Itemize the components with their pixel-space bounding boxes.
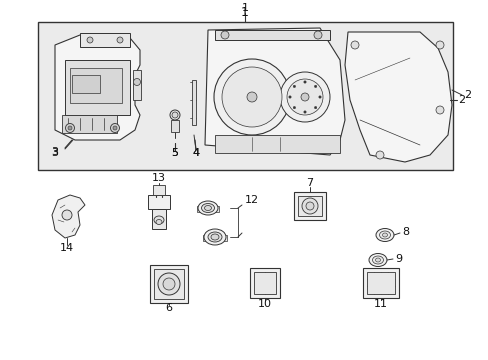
Circle shape xyxy=(314,85,316,87)
Circle shape xyxy=(221,31,228,39)
Bar xyxy=(62,115,117,133)
Bar xyxy=(366,272,394,294)
Text: 1: 1 xyxy=(241,3,248,13)
Bar xyxy=(297,196,321,216)
Ellipse shape xyxy=(201,203,214,212)
Text: 8: 8 xyxy=(402,227,409,237)
Circle shape xyxy=(246,92,257,102)
Circle shape xyxy=(318,96,321,98)
Text: 3: 3 xyxy=(51,147,59,157)
Ellipse shape xyxy=(375,229,393,242)
Circle shape xyxy=(303,111,305,113)
Text: 10: 10 xyxy=(258,299,271,309)
Text: 14: 14 xyxy=(60,243,74,253)
Text: 6: 6 xyxy=(165,303,172,313)
Circle shape xyxy=(65,123,74,132)
Ellipse shape xyxy=(375,258,380,262)
Bar xyxy=(249,268,280,298)
Text: 4: 4 xyxy=(192,148,199,158)
Ellipse shape xyxy=(210,234,219,240)
Text: 2: 2 xyxy=(458,95,465,105)
Bar xyxy=(152,209,165,229)
Circle shape xyxy=(302,198,317,214)
Circle shape xyxy=(293,85,295,87)
Bar xyxy=(80,33,130,47)
Ellipse shape xyxy=(203,229,225,245)
Polygon shape xyxy=(345,32,451,162)
Circle shape xyxy=(62,210,72,220)
Circle shape xyxy=(314,107,316,109)
Bar xyxy=(171,120,179,132)
Bar xyxy=(70,68,122,103)
Circle shape xyxy=(110,123,119,132)
Circle shape xyxy=(303,81,305,83)
Circle shape xyxy=(305,202,313,210)
Circle shape xyxy=(68,126,72,130)
Bar xyxy=(203,235,226,241)
Ellipse shape xyxy=(379,231,390,239)
Circle shape xyxy=(288,96,291,98)
Text: 9: 9 xyxy=(395,254,402,264)
Circle shape xyxy=(170,110,180,120)
Ellipse shape xyxy=(156,220,162,225)
Text: 5: 5 xyxy=(171,148,178,158)
Polygon shape xyxy=(52,195,85,238)
Text: 11: 11 xyxy=(373,299,387,309)
Bar xyxy=(38,22,452,170)
Circle shape xyxy=(158,273,180,295)
Bar xyxy=(362,268,398,298)
Ellipse shape xyxy=(382,233,386,237)
Circle shape xyxy=(280,72,329,122)
Bar xyxy=(133,70,141,100)
Bar xyxy=(148,195,170,209)
Ellipse shape xyxy=(372,256,383,264)
Bar xyxy=(197,206,219,212)
Ellipse shape xyxy=(368,253,386,266)
Text: 2: 2 xyxy=(464,90,470,100)
Circle shape xyxy=(163,278,175,290)
Circle shape xyxy=(375,151,383,159)
Circle shape xyxy=(313,31,321,39)
Bar xyxy=(293,192,325,220)
Bar xyxy=(72,75,100,93)
Bar xyxy=(150,265,187,303)
Text: 1: 1 xyxy=(241,5,248,18)
Ellipse shape xyxy=(204,206,211,211)
Bar xyxy=(253,272,275,294)
Circle shape xyxy=(87,37,93,43)
Text: 4: 4 xyxy=(192,148,199,158)
Polygon shape xyxy=(55,35,140,140)
Polygon shape xyxy=(204,28,345,155)
Bar xyxy=(153,185,164,195)
Circle shape xyxy=(293,107,295,109)
Bar xyxy=(65,60,130,115)
Text: 7: 7 xyxy=(306,178,313,188)
Circle shape xyxy=(286,79,323,115)
Circle shape xyxy=(435,41,443,49)
Ellipse shape xyxy=(154,216,163,224)
Text: 12: 12 xyxy=(244,195,259,205)
Ellipse shape xyxy=(198,201,218,215)
Bar xyxy=(192,80,196,125)
Circle shape xyxy=(301,93,308,101)
Bar xyxy=(215,30,329,40)
Circle shape xyxy=(133,78,140,86)
Text: 5: 5 xyxy=(171,148,178,158)
Circle shape xyxy=(117,37,123,43)
Circle shape xyxy=(172,112,178,118)
Circle shape xyxy=(222,67,282,127)
Text: 3: 3 xyxy=(51,148,59,158)
Circle shape xyxy=(350,41,358,49)
Text: 13: 13 xyxy=(152,173,165,183)
Bar xyxy=(154,269,183,299)
Bar xyxy=(215,135,339,153)
Circle shape xyxy=(113,126,117,130)
Circle shape xyxy=(214,59,289,135)
Ellipse shape xyxy=(207,232,222,242)
Circle shape xyxy=(435,106,443,114)
